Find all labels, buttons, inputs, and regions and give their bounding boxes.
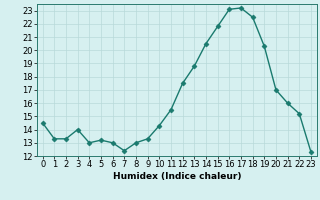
X-axis label: Humidex (Indice chaleur): Humidex (Indice chaleur) [113,172,241,181]
